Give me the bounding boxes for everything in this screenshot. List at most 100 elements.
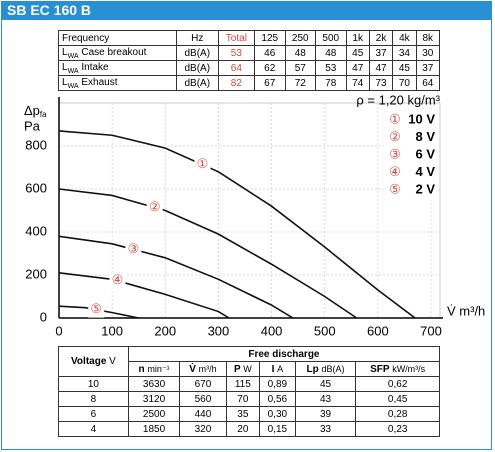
- cell: 670: [179, 376, 227, 392]
- cell: 6: [58, 406, 129, 422]
- x-tick-label: 700: [420, 323, 442, 338]
- label-name: Intake: [81, 61, 109, 73]
- row: LWA Case breakout dB(A) 53 46 48 48 45 37 34 30: [58, 45, 441, 61]
- value-cell: 53: [217, 45, 255, 61]
- curve-marker-bg: [109, 272, 126, 289]
- cell: 4: [58, 421, 129, 437]
- y-tick-label: 0: [40, 309, 47, 324]
- row: 10 3630 670 115 0,89 45 0,62: [58, 376, 440, 392]
- cell: 0,56: [259, 391, 296, 407]
- value-cell: 62: [253, 60, 286, 76]
- row-label: LWA Exhaust: [58, 75, 177, 91]
- legend-marker: ①: [389, 111, 401, 126]
- cell: 10: [58, 376, 129, 392]
- curve-marker: ③: [128, 241, 140, 256]
- cell: 2500: [127, 406, 181, 422]
- value-cell: 34: [392, 45, 417, 61]
- value-cell: 70: [392, 75, 417, 91]
- column-name: Lp: [306, 363, 319, 375]
- unit-cell: dB(A): [175, 60, 219, 76]
- header-cell: Total: [217, 30, 255, 46]
- value-cell: 48: [315, 45, 347, 61]
- cell: 35: [225, 406, 261, 422]
- header-cell: Frequency: [58, 30, 177, 46]
- cell: 560: [179, 391, 227, 407]
- value-cell: 57: [284, 60, 317, 76]
- cell: 440: [179, 406, 227, 422]
- header-title: SB EC 160 B: [1, 1, 492, 20]
- value-cell: 47: [345, 60, 370, 76]
- column-name: n: [138, 363, 145, 375]
- curve-marker-bg: [125, 241, 142, 258]
- cell: 70: [225, 391, 261, 407]
- label-symbol: L: [62, 46, 68, 58]
- density-note: ρ = 1,20 kg/m³: [356, 92, 440, 107]
- value-cell: 30: [415, 45, 441, 61]
- performance-table: Voltage V Free discharge n min⁻¹ V̇ m³/h P W…: [58, 346, 441, 437]
- header-cell: Hz: [175, 30, 219, 46]
- legend-marker: ④: [389, 164, 401, 179]
- curve-marker-bg: [146, 199, 163, 216]
- header-cell: 250: [284, 30, 317, 46]
- cell: 20: [225, 421, 261, 437]
- legend-label: 4 V: [415, 164, 435, 179]
- value-cell: 47: [368, 60, 394, 76]
- row: LWA Exhaust dB(A) 82 67 72 78 74 73 70 64: [58, 75, 441, 91]
- curve-marker-bg: [88, 301, 105, 318]
- column-header: n min⁻¹: [127, 361, 181, 377]
- cell: 0,45: [355, 391, 440, 407]
- x-tick-label: 300: [208, 323, 230, 338]
- curve-marker: ④: [112, 272, 124, 287]
- y-axis-label: Δpfa: [24, 103, 47, 119]
- legend-label: 8 V: [415, 129, 435, 144]
- cell: 320: [179, 421, 227, 437]
- curve: [58, 235, 294, 319]
- y-tick-label: 800: [25, 137, 47, 152]
- cell: 3630: [127, 376, 181, 392]
- header-cell: 500: [315, 30, 347, 46]
- column-unit: W: [243, 363, 252, 374]
- legend-label: 10 V: [408, 111, 435, 126]
- legend-bg: [384, 110, 438, 200]
- cell: 43: [294, 391, 357, 407]
- curve: [58, 188, 358, 319]
- value-cell: 37: [415, 60, 441, 76]
- value-cell: 45: [345, 45, 370, 61]
- value-cell: 67: [253, 75, 286, 91]
- cell: 8: [58, 391, 129, 407]
- header-cell: 2k: [368, 30, 394, 46]
- x-tick-label: 100: [101, 323, 123, 338]
- y-tick-label: 600: [25, 180, 47, 195]
- label-symbol: L: [62, 76, 68, 88]
- header-cell: 1k: [345, 30, 370, 46]
- header-cell: 8k: [415, 30, 441, 46]
- legend-label: 2 V: [415, 181, 435, 196]
- curve-marker: ⑤: [90, 301, 102, 316]
- header-row: Frequency Hz Total 125 250 500 1k 2k 4k 8k: [58, 30, 441, 46]
- row: 6 2500 440 35 0,30 39 0,28: [58, 406, 440, 422]
- y-tick-label: 400: [25, 223, 47, 238]
- curve-marker: ①: [197, 156, 209, 171]
- curve-marker: ②: [149, 199, 161, 214]
- cell: 0,15: [259, 421, 296, 437]
- value-cell: 64: [217, 60, 255, 76]
- label-sub: WA: [67, 82, 79, 90]
- unit-cell: dB(A): [175, 75, 219, 91]
- column-header: V̇ m³/h: [179, 361, 227, 377]
- cell: 33: [294, 421, 357, 437]
- cell: 115: [225, 376, 261, 392]
- column-header: Lp dB(A): [294, 361, 357, 377]
- header-cell: 4k: [392, 30, 417, 46]
- column-unit: min⁻¹: [147, 363, 170, 374]
- cell: 1850: [127, 421, 181, 437]
- voltage-unit: V: [109, 356, 116, 367]
- value-cell: 45: [392, 60, 417, 76]
- cell: 0,30: [259, 406, 296, 422]
- value-cell: 64: [415, 75, 441, 91]
- group-header: Free discharge: [127, 346, 441, 362]
- row-label: LWA Case breakout: [58, 45, 177, 61]
- cell: 0,28: [355, 406, 440, 422]
- column-name: SFP: [370, 363, 390, 375]
- column-header: P W: [225, 361, 261, 377]
